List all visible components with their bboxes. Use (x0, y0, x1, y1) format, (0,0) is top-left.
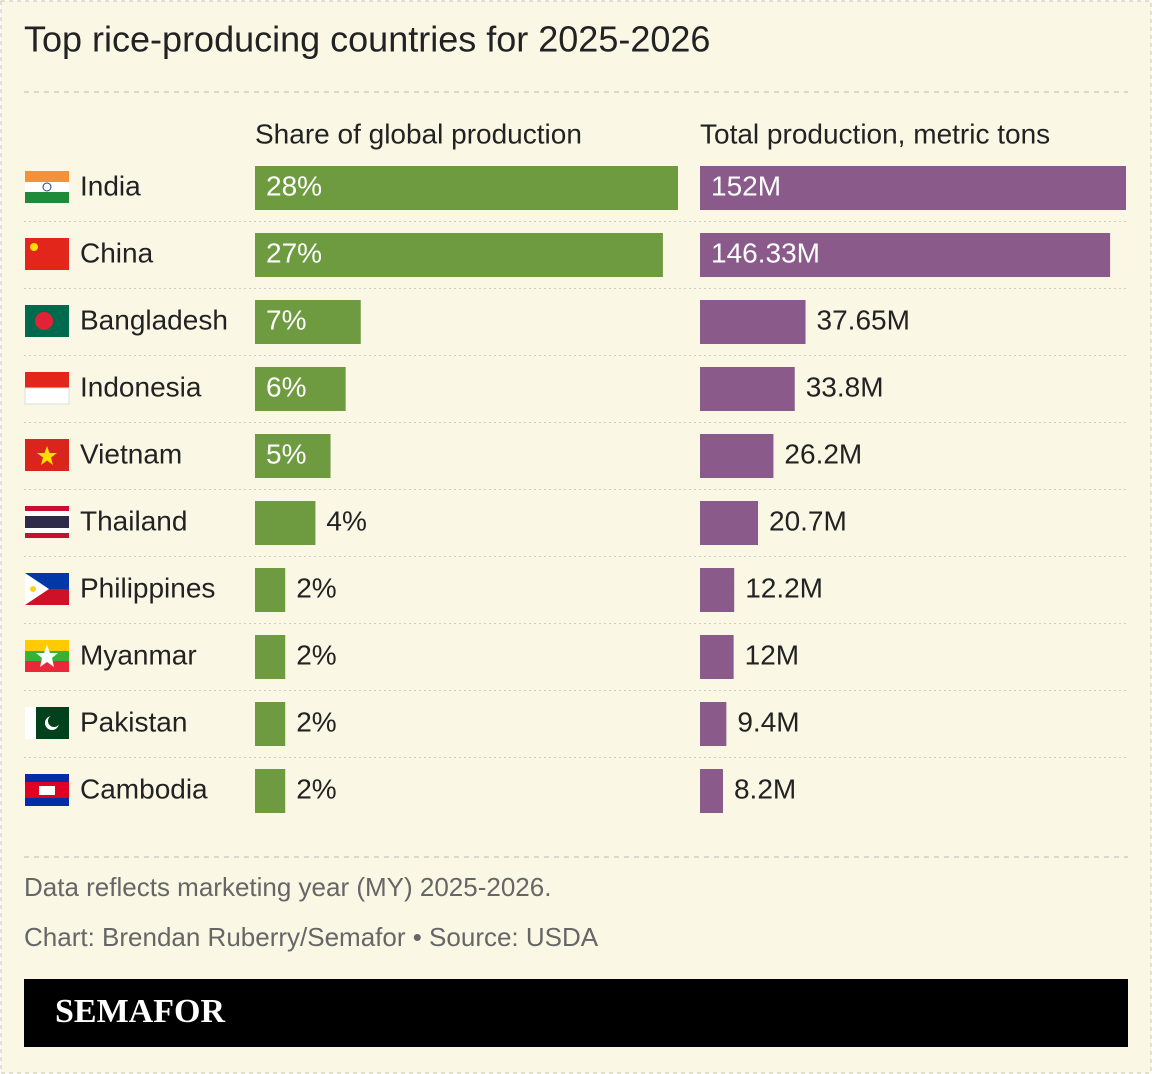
value-label: 2% (296, 773, 336, 804)
bar (700, 434, 774, 478)
bar (700, 568, 735, 612)
flag-icon (25, 506, 69, 538)
bar (255, 635, 286, 679)
bar (700, 233, 1111, 277)
category-label: Cambodia (80, 773, 208, 804)
bar (700, 300, 806, 344)
bar (255, 702, 286, 746)
flag (35, 312, 53, 330)
flag (25, 798, 69, 806)
value-label: 12.2M (745, 572, 823, 603)
value-label: 28% (266, 170, 322, 201)
bar (255, 568, 286, 612)
bar (255, 769, 286, 813)
category-label: China (80, 237, 154, 268)
bar (700, 166, 1126, 210)
category-label: India (80, 170, 141, 201)
chart-title: Top rice-producing countries for 2025-20… (24, 19, 710, 60)
flag-icon (24, 372, 70, 405)
value-label: 33.8M (806, 371, 884, 402)
flag (25, 516, 69, 528)
value-label: 5% (266, 438, 306, 469)
value-label: 37.65M (817, 304, 910, 335)
flag (25, 192, 69, 203)
flag-icon (25, 573, 69, 605)
value-label: 146.33M (711, 237, 820, 268)
bar (255, 166, 678, 210)
value-label: 12M (745, 639, 799, 670)
category-label: Myanmar (80, 639, 197, 670)
flag (25, 774, 69, 782)
category-label: Indonesia (80, 371, 202, 402)
flag (25, 573, 49, 605)
note: Data reflects marketing year (MY) 2025-2… (24, 872, 551, 902)
category-label: Thailand (80, 505, 187, 536)
value-label: 6% (266, 371, 306, 402)
bar (700, 702, 727, 746)
bar (255, 233, 663, 277)
bar (255, 434, 331, 478)
flag (25, 238, 69, 270)
brand-bar (24, 979, 1128, 1047)
flag-icon (25, 305, 69, 337)
bar (255, 367, 346, 411)
panel-header: Share of global production (255, 118, 582, 149)
flag-icon (25, 171, 69, 203)
bar (700, 367, 795, 411)
value-label: 26.2M (784, 438, 862, 469)
value-label: 4% (326, 505, 366, 536)
panel-header: Total production, metric tons (700, 118, 1050, 149)
flag (25, 182, 69, 192)
flag (30, 243, 38, 251)
flag (37, 446, 57, 465)
flag (25, 533, 69, 538)
flag (42, 182, 52, 192)
value-label: 2% (296, 572, 336, 603)
flag-icon (25, 707, 69, 739)
flag (25, 372, 69, 388)
bar (700, 635, 734, 679)
flag (25, 707, 36, 739)
value-label: 20.7M (769, 505, 847, 536)
value-label: 2% (296, 706, 336, 737)
value-label: 152M (711, 170, 781, 201)
bar (700, 769, 723, 813)
bar (700, 501, 759, 545)
flag-icon (25, 774, 69, 806)
value-label: 2% (296, 639, 336, 670)
value-label: 7% (266, 304, 306, 335)
flag (24, 387, 70, 405)
flag-icon (25, 439, 69, 471)
bar (255, 501, 316, 545)
flag-icon (25, 640, 69, 672)
flag (30, 586, 36, 592)
value-label: 8.2M (734, 773, 796, 804)
category-label: Philippines (80, 572, 215, 603)
flag-icon (25, 238, 69, 270)
brand: SEMAFOR (55, 993, 225, 1030)
category-label: Vietnam (80, 438, 182, 469)
flag (48, 715, 60, 727)
flag (25, 661, 69, 672)
bar (255, 300, 361, 344)
category-label: Bangladesh (80, 304, 228, 335)
flag (25, 171, 69, 182)
credit: Chart: Brendan Ruberry/Semafor • Source:… (24, 922, 599, 952)
value-label: 9.4M (737, 706, 799, 737)
category-label: Pakistan (80, 706, 187, 737)
flag (25, 506, 69, 511)
value-label: 27% (266, 237, 322, 268)
flag (36, 645, 58, 667)
flag (39, 786, 55, 795)
